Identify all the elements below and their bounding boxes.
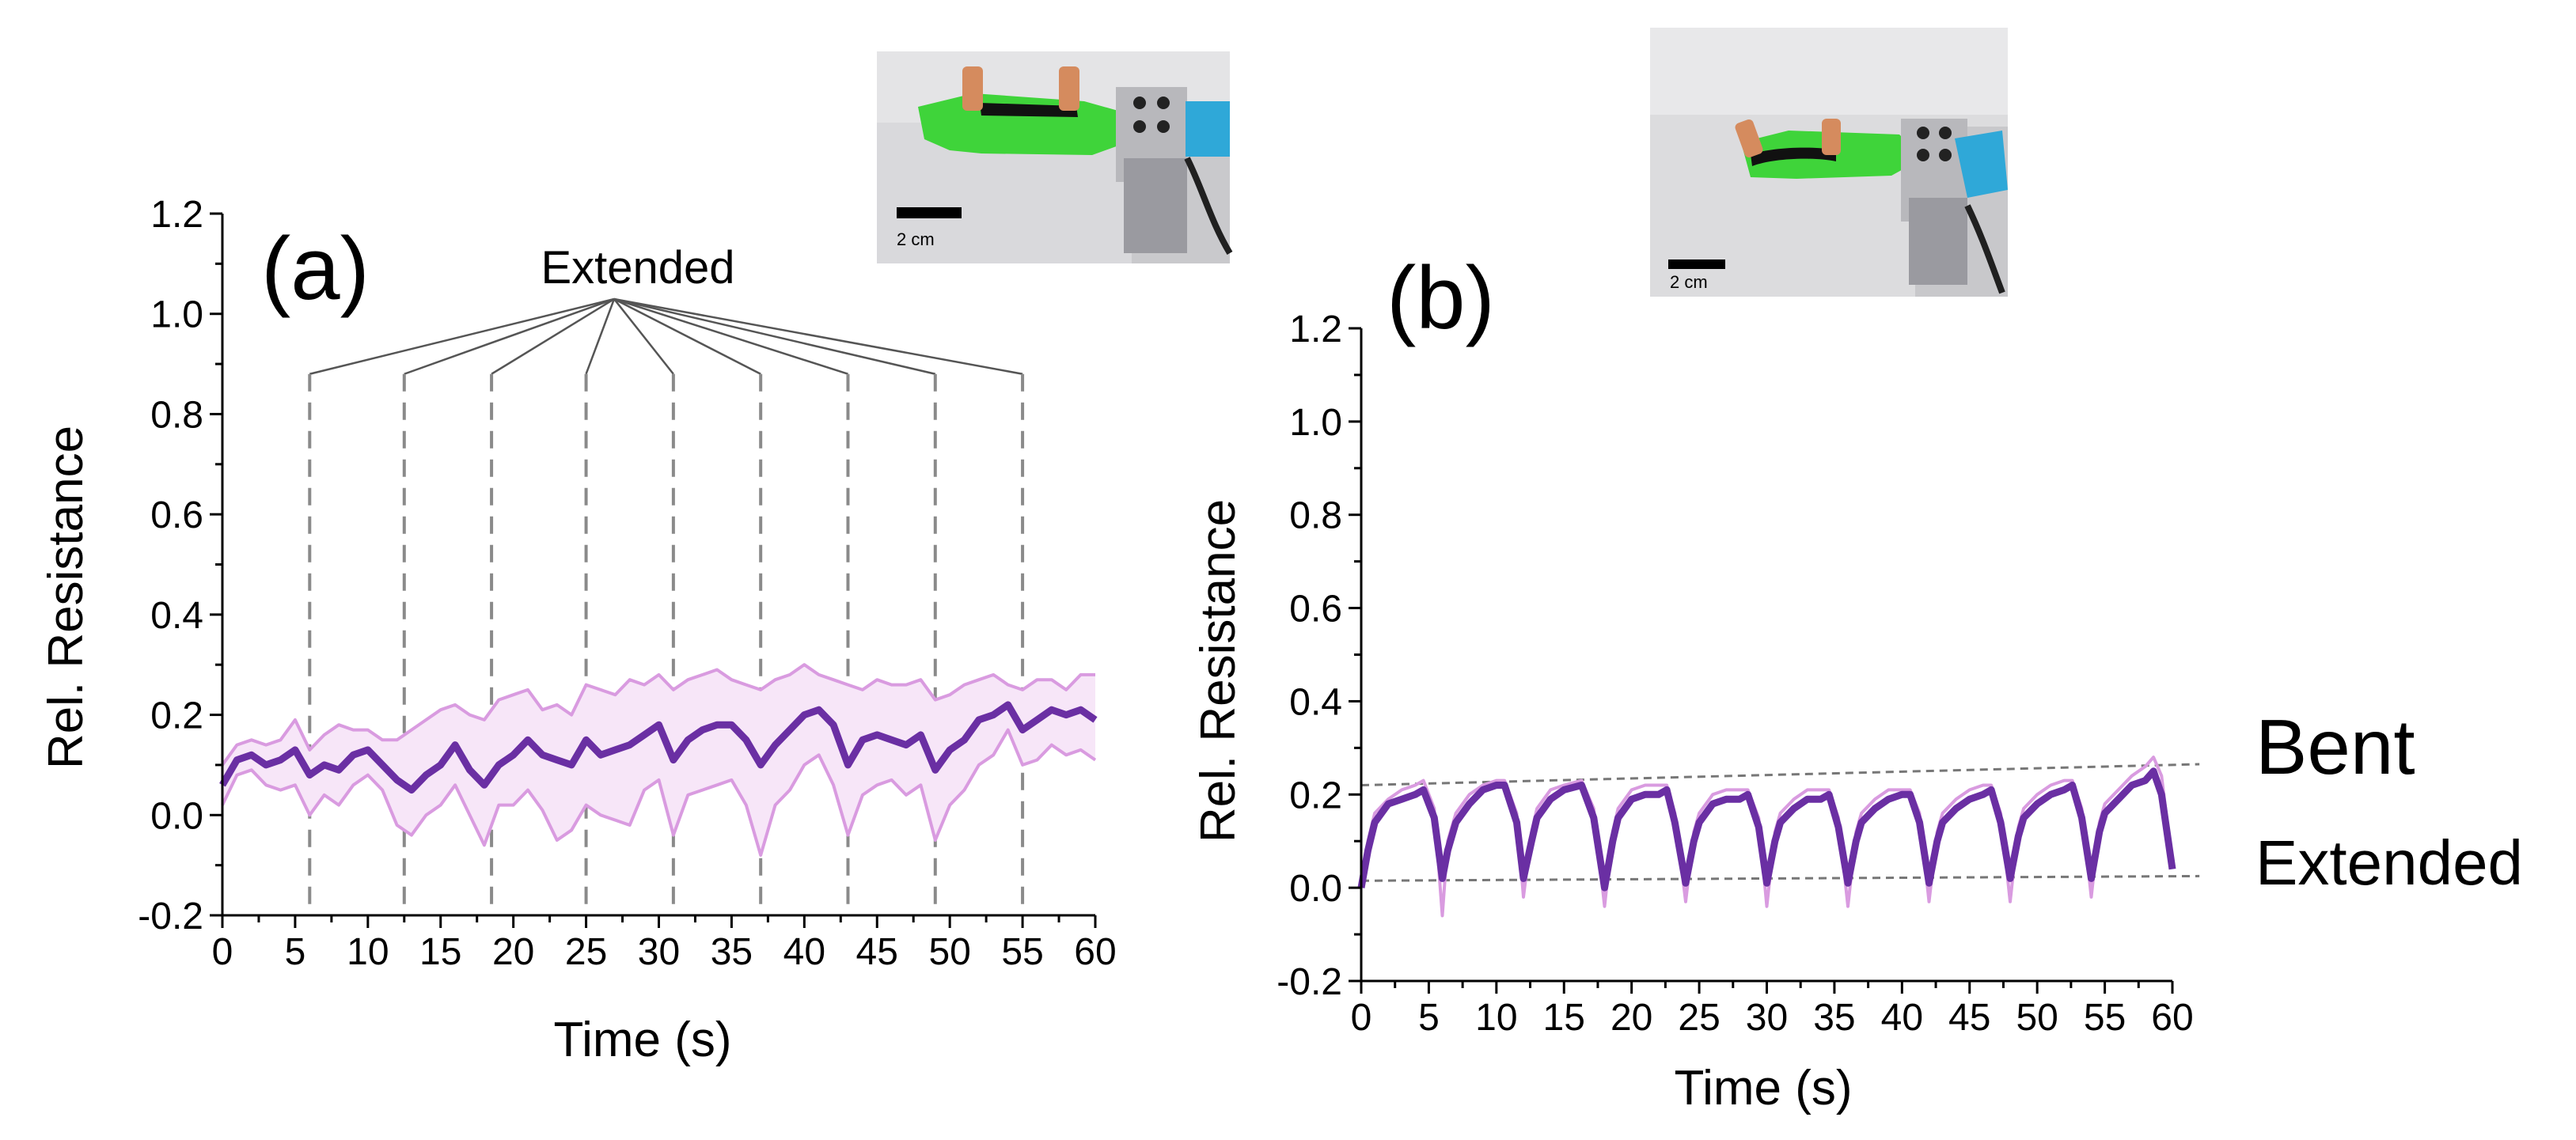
extended-connector-line	[585, 298, 616, 375]
x-axis-title-b: Time (s)	[1675, 1061, 1853, 1115]
x-tick-label: 25	[565, 931, 607, 973]
y-tick-label: 0.2	[150, 695, 203, 737]
ticks-b: 0 5 10 15 20 25 30 35 40 45 50 55 60 -0.2 0.0 0.2 0.4 0.6…	[1277, 309, 2193, 1039]
variation-band-fill	[222, 665, 1095, 855]
series-line-mean	[219, 701, 1098, 794]
variation-band	[222, 665, 1095, 855]
y-tick-label: 1.0	[1289, 402, 1342, 444]
y-axis-title-a: Rel. Resistance	[39, 426, 93, 769]
x-tick-label: 0	[212, 931, 233, 973]
y-tick-label: 0.0	[150, 795, 203, 837]
extended-connector-line	[613, 297, 848, 375]
extended-connector-line	[491, 297, 615, 375]
y-tick-label: 0.8	[1289, 495, 1342, 537]
photo-scale-label: 2 cm	[897, 229, 935, 249]
extended-connector-line	[404, 297, 615, 375]
y-tick-label: 0.6	[150, 494, 203, 536]
x-tick-label: 5	[285, 931, 306, 973]
extended-annotation-lines	[309, 297, 1023, 375]
x-tick-label: 30	[638, 931, 680, 973]
y-tick-label: -0.2	[138, 896, 203, 937]
y-tick-label: 0.6	[1289, 589, 1342, 631]
series-line-mean	[1357, 767, 2176, 892]
state-label-bent: Bent	[2255, 703, 2415, 790]
x-tick-label: 5	[1418, 997, 1440, 1039]
panel-label-a: (a)	[261, 219, 370, 318]
panel-a: 0 5 10 15 20 25 30 35 40 45 50 55 60 -0.2 0.0 0.2 0.4 0.6…	[39, 194, 1117, 1067]
y-tick-label: 0.0	[1289, 868, 1342, 910]
y-tick-label: 0.4	[1289, 681, 1342, 723]
x-axis-title-a: Time (s)	[554, 1013, 732, 1067]
x-tick-label: 55	[2084, 997, 2126, 1039]
y-tick-label: -0.2	[1277, 961, 1342, 1003]
x-tick-label: 50	[2016, 997, 2058, 1039]
panel-b: 0 5 10 15 20 25 30 35 40 45 50 55 60 -0.2 0.0 0.2 0.4 0.6…	[1191, 248, 2523, 1115]
reference-line-extended	[1360, 874, 2200, 882]
extended-annotation-label: Extended	[541, 242, 734, 294]
extended-connector-line	[309, 297, 615, 375]
x-tick-label: 0	[1351, 997, 1372, 1039]
axes-a	[221, 214, 1095, 917]
y-tick-label: 0.2	[1289, 775, 1342, 816]
x-tick-label: 30	[1746, 997, 1788, 1039]
ticks-a: 0 5 10 15 20 25 30 35 40 45 50 55 60 -0.2 0.0 0.2 0.4 0.6…	[138, 194, 1116, 973]
panel-label-b: (b)	[1387, 248, 1495, 347]
y-tick-label: 1.2	[1289, 309, 1342, 350]
x-tick-label: 25	[1678, 997, 1720, 1039]
x-tick-label: 45	[1948, 997, 1990, 1039]
extended-connector-line	[613, 297, 936, 375]
extended-connector-line	[613, 297, 761, 375]
x-tick-label: 15	[419, 931, 461, 973]
photo-extended-gripper: 2 cm	[877, 51, 1233, 263]
x-tick-label: 15	[1543, 997, 1585, 1039]
y-tick-label: 1.0	[150, 294, 203, 336]
x-tick-label: 60	[2151, 997, 2193, 1039]
extended-guide-lines	[308, 373, 1025, 915]
series-line-upper	[221, 663, 1095, 767]
y-tick-label: 0.8	[150, 394, 203, 436]
extended-connector-line	[613, 298, 674, 375]
y-axis-title-b: Rel. Resistance	[1191, 499, 1246, 843]
y-tick-label: 0.4	[150, 595, 203, 637]
x-tick-label: 10	[1475, 997, 1517, 1039]
x-tick-label: 35	[711, 931, 753, 973]
series-group	[219, 663, 1098, 857]
x-tick-label: 45	[856, 931, 898, 973]
x-tick-label: 20	[492, 931, 534, 973]
x-tick-label: 55	[1001, 931, 1043, 973]
x-tick-label: 40	[783, 931, 825, 973]
x-tick-label: 50	[928, 931, 970, 973]
x-tick-label: 35	[1813, 997, 1855, 1039]
x-tick-label: 40	[1881, 997, 1923, 1039]
photo-scale-label: 2 cm	[1670, 272, 1708, 292]
photo-bent-gripper: 2 cm	[1650, 28, 2008, 297]
x-tick-label: 60	[1074, 931, 1116, 973]
y-tick-label: 1.2	[150, 194, 203, 236]
x-tick-label: 10	[347, 931, 389, 973]
extended-connector-line	[613, 297, 1023, 375]
series-group	[1357, 756, 2176, 918]
state-label-extended: Extended	[2255, 828, 2523, 898]
x-tick-label: 20	[1610, 997, 1652, 1039]
series-line-lower	[221, 728, 1097, 857]
